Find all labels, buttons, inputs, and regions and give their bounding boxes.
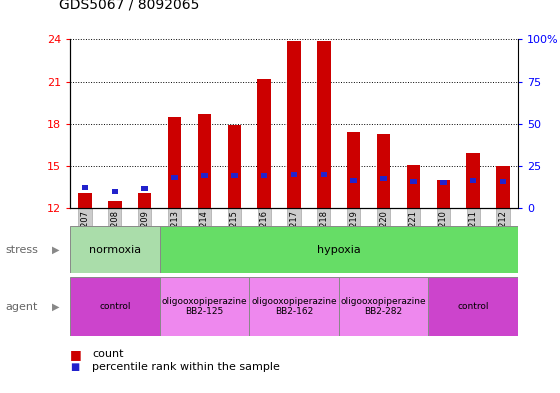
Bar xyxy=(160,226,518,273)
Bar xyxy=(138,193,151,208)
Text: count: count xyxy=(92,349,124,360)
Text: control: control xyxy=(458,302,489,311)
Bar xyxy=(339,277,428,336)
Bar xyxy=(231,173,237,178)
Bar xyxy=(258,79,271,208)
Bar xyxy=(466,153,480,208)
Text: control: control xyxy=(99,302,130,311)
Bar xyxy=(317,41,330,208)
Bar xyxy=(201,173,208,178)
Bar xyxy=(291,172,297,177)
Text: oligooxopiperazine
BB2-282: oligooxopiperazine BB2-282 xyxy=(341,297,426,316)
Bar xyxy=(428,277,518,336)
Bar xyxy=(111,189,118,194)
Bar xyxy=(500,179,506,184)
Bar xyxy=(249,277,339,336)
Bar xyxy=(377,134,390,208)
Bar xyxy=(198,114,211,208)
Text: hypoxia: hypoxia xyxy=(317,244,361,255)
Bar xyxy=(160,277,249,336)
Bar xyxy=(380,176,387,181)
Text: ▶: ▶ xyxy=(52,301,60,312)
Bar xyxy=(347,132,361,208)
Bar xyxy=(261,173,268,178)
Text: GDS5067 / 8092065: GDS5067 / 8092065 xyxy=(59,0,199,12)
Bar xyxy=(141,186,148,191)
Bar xyxy=(351,178,357,183)
Bar xyxy=(78,193,92,208)
Text: ▶: ▶ xyxy=(52,244,60,255)
Text: agent: agent xyxy=(6,301,38,312)
Text: oligooxopiperazine
BB2-162: oligooxopiperazine BB2-162 xyxy=(251,297,337,316)
Bar xyxy=(287,41,301,208)
Bar xyxy=(171,175,178,180)
Bar xyxy=(437,180,450,208)
Text: oligooxopiperazine
BB2-125: oligooxopiperazine BB2-125 xyxy=(162,297,247,316)
Bar xyxy=(108,201,122,208)
Bar xyxy=(70,226,160,273)
Text: ■: ■ xyxy=(70,362,80,373)
Bar xyxy=(227,125,241,208)
Text: percentile rank within the sample: percentile rank within the sample xyxy=(92,362,280,373)
Bar xyxy=(470,178,477,183)
Bar xyxy=(496,166,510,208)
Text: normoxia: normoxia xyxy=(88,244,141,255)
Bar xyxy=(82,185,88,190)
Bar xyxy=(168,117,181,208)
Bar xyxy=(440,180,447,185)
Bar xyxy=(407,165,420,208)
Bar xyxy=(70,277,160,336)
Bar xyxy=(320,172,327,177)
Bar xyxy=(410,179,417,184)
Text: stress: stress xyxy=(6,244,39,255)
Text: ■: ■ xyxy=(70,348,82,361)
